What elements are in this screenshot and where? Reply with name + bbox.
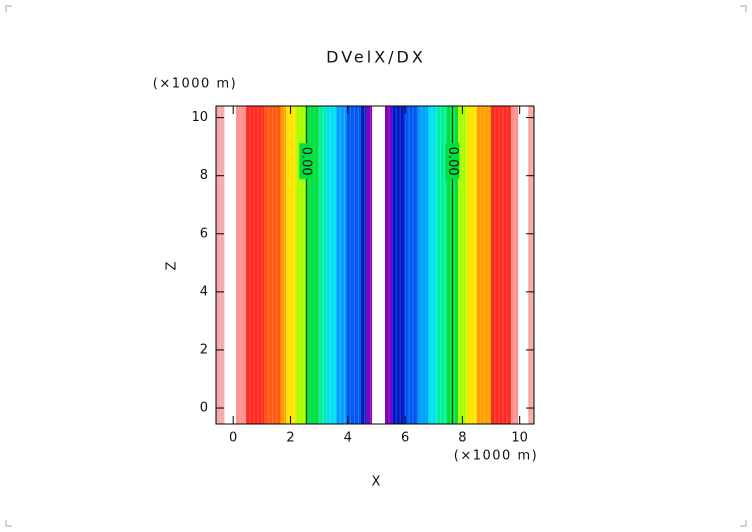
color-band xyxy=(366,106,373,424)
color-band xyxy=(372,106,386,424)
chart-title: DVelX/DX xyxy=(326,48,426,67)
color-band xyxy=(405,106,418,424)
color-band xyxy=(319,106,327,424)
y-unit: (×1000 m) xyxy=(153,77,237,92)
color-band xyxy=(280,106,287,424)
page-corners xyxy=(5,5,747,527)
x-axis-label: X xyxy=(372,475,381,490)
color-band xyxy=(336,106,347,424)
color-band xyxy=(458,106,467,424)
x-tick-label: 10 xyxy=(511,431,528,446)
y-tick-label: 0 xyxy=(200,401,208,416)
x-tick-label: 4 xyxy=(344,431,352,446)
x-tick-label: 8 xyxy=(458,431,466,446)
y-tick-label: 2 xyxy=(200,342,208,357)
color-band xyxy=(466,106,477,424)
color-band xyxy=(511,106,519,424)
color-band xyxy=(528,106,534,424)
color-band xyxy=(360,106,367,424)
contour-label: 0.00 xyxy=(445,147,460,176)
color-band xyxy=(296,106,307,424)
plot-frame xyxy=(215,105,535,425)
y-tick-label: 8 xyxy=(200,168,208,183)
y-axis-label: Z xyxy=(165,261,180,270)
color-band xyxy=(417,106,428,424)
x-tick-label: 6 xyxy=(401,431,409,446)
color-band xyxy=(264,106,281,424)
color-band xyxy=(491,106,512,424)
color-band xyxy=(385,106,393,424)
color-band xyxy=(236,106,247,424)
color-band xyxy=(326,106,337,424)
color-band xyxy=(306,106,320,424)
color-band xyxy=(216,106,225,424)
color-band xyxy=(286,106,297,424)
contour-label-bg xyxy=(445,143,460,180)
y-tick-label: 4 xyxy=(200,284,208,299)
y-tick-label: 6 xyxy=(200,226,208,241)
y-tick-label: 10 xyxy=(191,110,208,125)
x-tick-label: 0 xyxy=(229,431,237,446)
color-band xyxy=(392,106,406,424)
contour-label: 0.00 xyxy=(299,147,314,176)
x-tick-label: 2 xyxy=(286,431,294,446)
color-band xyxy=(224,106,237,424)
color-band xyxy=(436,106,447,424)
color-band xyxy=(476,106,492,424)
x-unit: (×1000 m) xyxy=(454,449,538,464)
contour-label-bg xyxy=(299,143,314,180)
color-band xyxy=(346,106,361,424)
color-band xyxy=(518,106,529,424)
color-band xyxy=(246,106,265,424)
color-band xyxy=(428,106,437,424)
